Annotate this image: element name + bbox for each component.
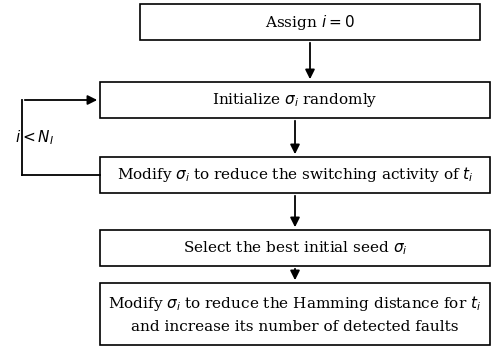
Bar — [140, 4, 480, 40]
Text: Select the best initial seed $\sigma_i$: Select the best initial seed $\sigma_i$ — [182, 239, 408, 257]
Bar — [100, 157, 490, 193]
Text: Assign $i = 0$: Assign $i = 0$ — [265, 12, 355, 31]
Text: Initialize $\sigma_i$ randomly: Initialize $\sigma_i$ randomly — [212, 91, 378, 109]
Bar — [100, 230, 490, 266]
Bar — [100, 283, 490, 345]
Text: Modify $\sigma_i$ to reduce the Hamming distance for $t_i$
and increase its numb: Modify $\sigma_i$ to reduce the Hamming … — [108, 294, 482, 334]
Text: $i < N_I$: $i < N_I$ — [15, 129, 54, 147]
Bar — [100, 82, 490, 118]
Text: Modify $\sigma_i$ to reduce the switching activity of $t_i$: Modify $\sigma_i$ to reduce the switchin… — [116, 166, 474, 185]
